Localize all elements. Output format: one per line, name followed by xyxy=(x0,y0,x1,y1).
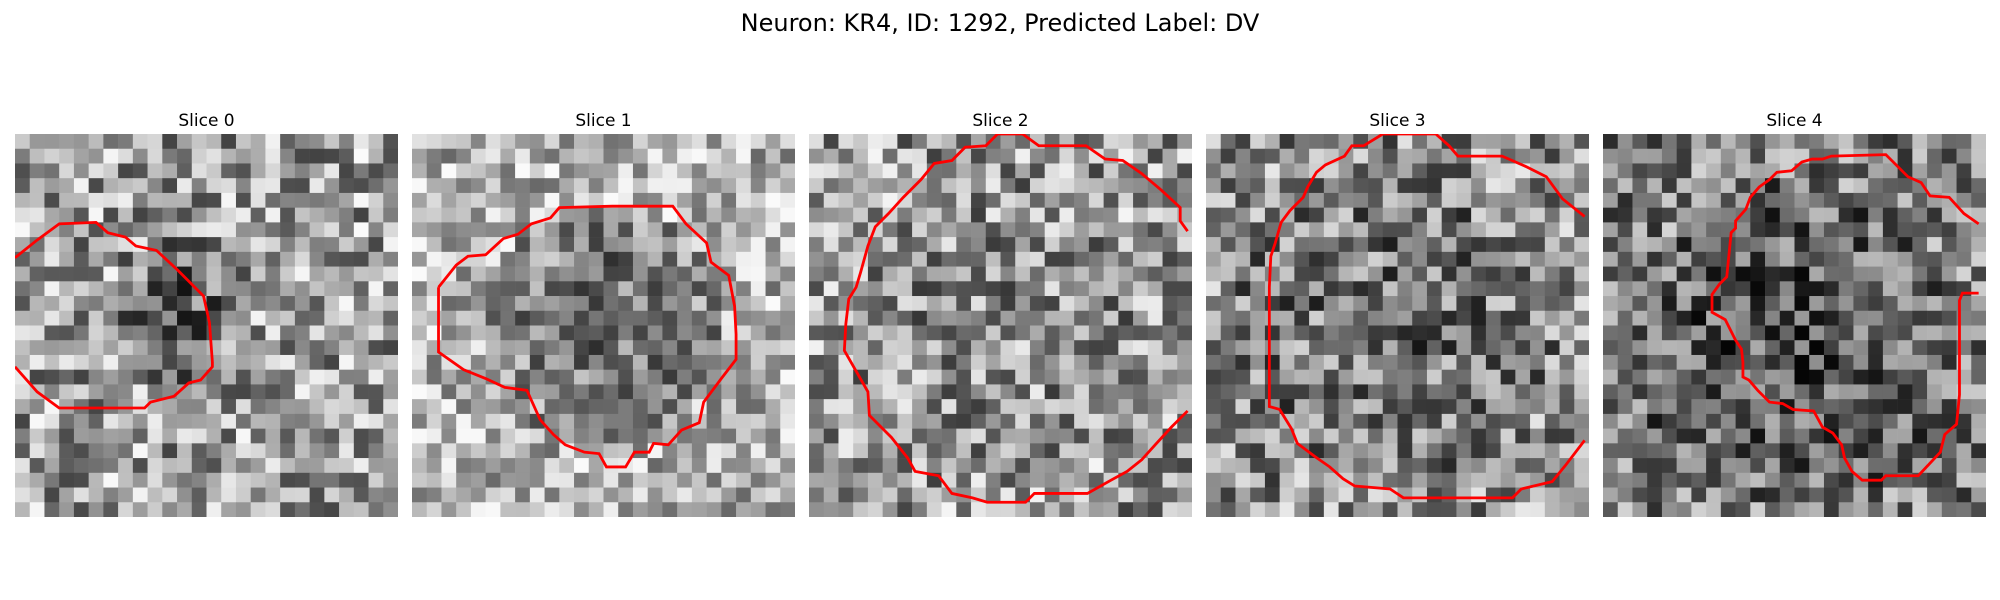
contour-outline xyxy=(437,204,738,469)
slice-title: Slice 2 xyxy=(972,111,1029,131)
pixel-grid xyxy=(1206,134,1589,517)
pixel-grid xyxy=(1603,134,1986,517)
slice-title: Slice 0 xyxy=(178,111,235,131)
contour-outline xyxy=(1267,134,1586,500)
contour-outline xyxy=(1710,153,1980,482)
slice-image xyxy=(809,134,1192,517)
pixel-grid xyxy=(809,134,1192,517)
pixel-grid xyxy=(15,134,398,517)
slice-title: Slice 4 xyxy=(1766,111,1823,131)
slice-image xyxy=(1206,134,1589,517)
figure-title: Neuron: KR4, ID: 1292, Predicted Label: … xyxy=(740,9,1260,37)
slice-image xyxy=(1603,134,1986,517)
slice-image xyxy=(412,134,795,517)
slice-title: Slice 1 xyxy=(575,111,632,131)
slice-image xyxy=(15,134,398,517)
pixel-grid xyxy=(412,134,795,517)
contour-outline xyxy=(842,134,1189,504)
slice-title: Slice 3 xyxy=(1369,111,1426,131)
contour-outline xyxy=(15,220,214,410)
